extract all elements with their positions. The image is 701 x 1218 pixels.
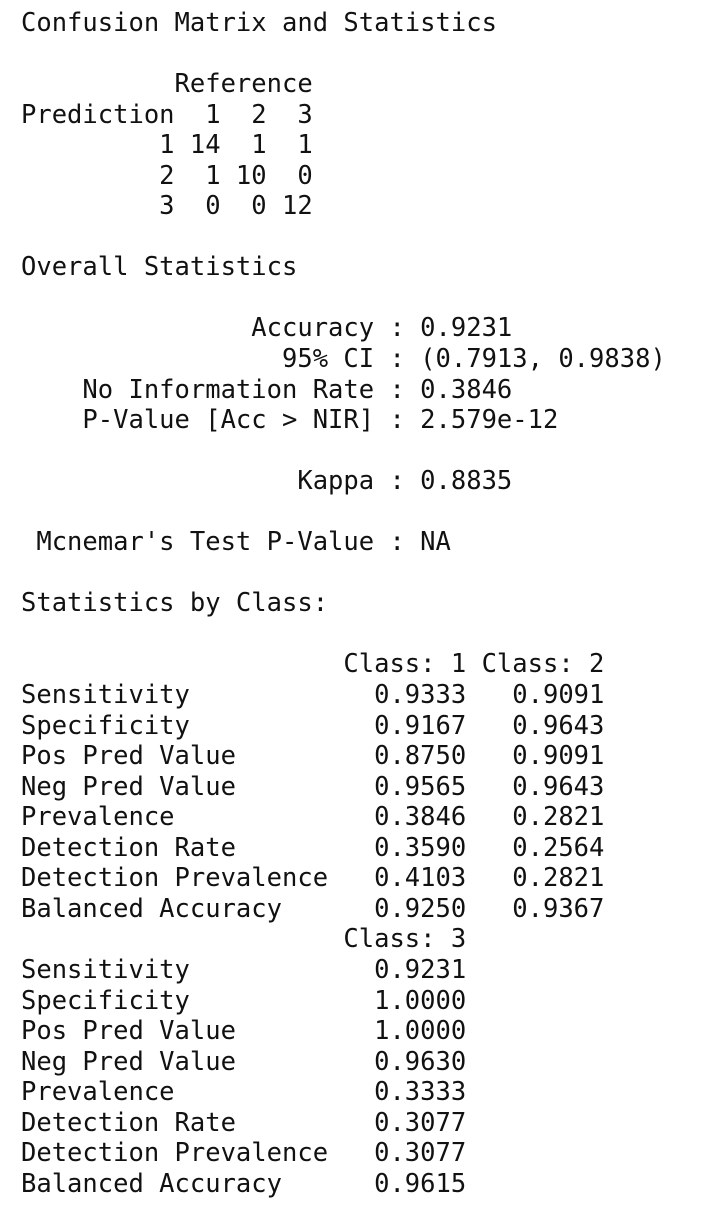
class-header-3: Class: 3 <box>21 924 467 955</box>
blank-line <box>21 497 666 528</box>
stat-row: Sensitivity 0.9333 0.9091 <box>21 680 605 711</box>
stat-row: Detection Rate 0.3590 0.2564 <box>21 832 605 863</box>
by-class-heading: Statistics by Class: <box>21 588 329 619</box>
ci-line: 95% CI : (0.7913, 0.9838) <box>21 344 666 375</box>
stat-row: Prevalence 0.3846 0.2821 <box>21 802 605 833</box>
stat-row: Neg Pred Value 0.9630 <box>21 1046 467 1077</box>
kappa-line: Kappa : 0.8835 <box>21 466 513 497</box>
class-header-1-2: Class: 1 Class: 2 <box>21 649 605 680</box>
blank-line <box>21 222 666 253</box>
stat-row: Neg Pred Value 0.9565 0.9643 <box>21 771 605 802</box>
stat-row: Balanced Accuracy 0.9615 <box>21 1168 467 1199</box>
matrix-row: 3 0 0 12 <box>21 191 313 222</box>
blank-line <box>21 39 666 70</box>
matrix-reference-header: Reference <box>21 69 313 100</box>
matrix-prediction-header: Prediction 1 2 3 <box>21 99 313 130</box>
matrix-row: 1 14 1 1 <box>21 130 313 161</box>
stat-row: Detection Prevalence 0.3077 <box>21 1138 467 1169</box>
overall-heading: Overall Statistics <box>21 252 298 283</box>
stat-row: Specificity 0.9167 0.9643 <box>21 710 605 741</box>
matrix-row: 2 1 10 0 <box>21 160 313 191</box>
stat-row: Balanced Accuracy 0.9250 0.9367 <box>21 893 605 924</box>
blank-line <box>21 558 666 589</box>
blank-line <box>21 619 666 650</box>
blank-line <box>21 436 666 467</box>
mcnemar-line: Mcnemar's Test P-Value : NA <box>21 527 451 558</box>
stat-row: Specificity 1.0000 <box>21 985 467 1016</box>
stat-row: Prevalence 0.3333 <box>21 1077 467 1108</box>
stat-row: Detection Rate 0.3077 <box>21 1107 467 1138</box>
nir-line: No Information Rate : 0.3846 <box>21 374 513 405</box>
pvalue-line: P-Value [Acc > NIR] : 2.579e-12 <box>21 405 559 436</box>
stat-row: Pos Pred Value 1.0000 <box>21 1016 467 1047</box>
accuracy-line: Accuracy : 0.9231 <box>21 313 513 344</box>
stat-row: Sensitivity 0.9231 <box>21 954 467 985</box>
stat-row: Pos Pred Value 0.8750 0.9091 <box>21 741 605 772</box>
blank-line <box>21 283 666 314</box>
stat-row: Detection Prevalence 0.4103 0.2821 <box>21 863 605 894</box>
console-output: Confusion Matrix and Statistics Referenc… <box>21 8 666 1199</box>
output-title: Confusion Matrix and Statistics <box>21 8 497 38</box>
